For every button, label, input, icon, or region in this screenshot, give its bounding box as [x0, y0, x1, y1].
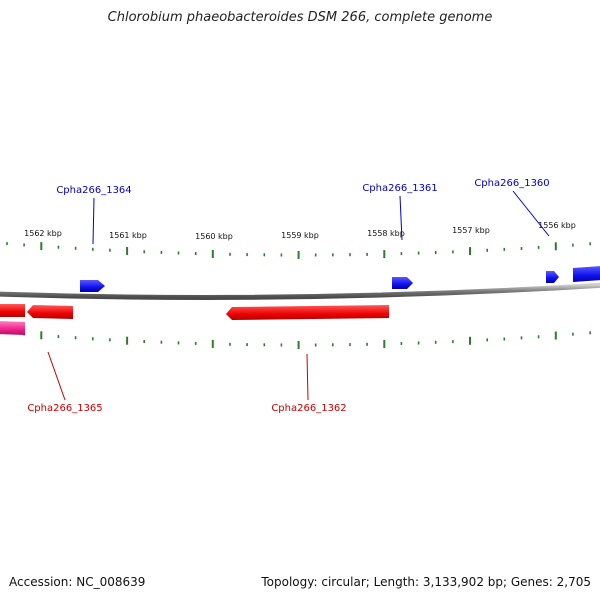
gene-cpha266-1364-arrow[interactable] — [80, 280, 105, 292]
gene-label-cpha266-1361[interactable]: Cpha266_1361 — [362, 183, 437, 194]
gene-cpha266-1362-arrow[interactable] — [226, 305, 389, 320]
gene-label-cpha266-1362[interactable]: Cpha266_1362 — [271, 403, 346, 414]
scale-label-1556: 1556 kbp — [538, 221, 576, 230]
scale-labels: 1562 kbp 1561 kbp 1560 kbp 1559 kbp 1558… — [24, 221, 576, 241]
scale-ticks-inner — [6, 331, 591, 349]
genome-summary-text: Topology: circular; Length: 3,133,902 bp… — [261, 575, 591, 589]
gene-cpha266-1365-arrow[interactable] — [27, 305, 73, 319]
accession-text: Accession: NC_008639 — [9, 575, 146, 589]
scale-label-1557: 1557 kbp — [452, 226, 490, 235]
gene-label-cpha266-1365[interactable]: Cpha266_1365 — [27, 403, 102, 414]
forward-strand-genes — [80, 266, 600, 292]
gene-reverse-partial-arrow[interactable] — [0, 304, 25, 317]
gene-label-cpha266-1360[interactable]: Cpha266_1360 — [474, 178, 549, 189]
scale-label-1561: 1561 kbp — [109, 231, 147, 240]
genome-backbone — [0, 282, 600, 300]
scale-label-1559: 1559 kbp — [281, 231, 319, 240]
scale-label-1560: 1560 kbp — [195, 232, 233, 241]
gene-label-leaders — [47, 190, 550, 401]
gene-cpha266-1361-arrow[interactable] — [392, 277, 413, 289]
scale-label-1558: 1558 kbp — [367, 229, 405, 238]
scale-label-1562: 1562 kbp — [24, 229, 62, 238]
scale-ticks-outer — [6, 242, 591, 259]
gene-labels: Cpha266_1364 Cpha266_1361 Cpha266_1360 C… — [27, 178, 549, 414]
gene-label-cpha266-1364[interactable]: Cpha266_1364 — [56, 185, 131, 196]
reverse-strand-genes — [0, 304, 389, 320]
genome-title: Chlorobium phaeobacteroides DSM 266, com… — [107, 10, 493, 25]
gene-cpha266-1360-arrow[interactable] — [546, 271, 559, 283]
rna-gene-partial[interactable] — [0, 321, 25, 335]
gene-forward-partial-arrow[interactable] — [573, 266, 600, 282]
